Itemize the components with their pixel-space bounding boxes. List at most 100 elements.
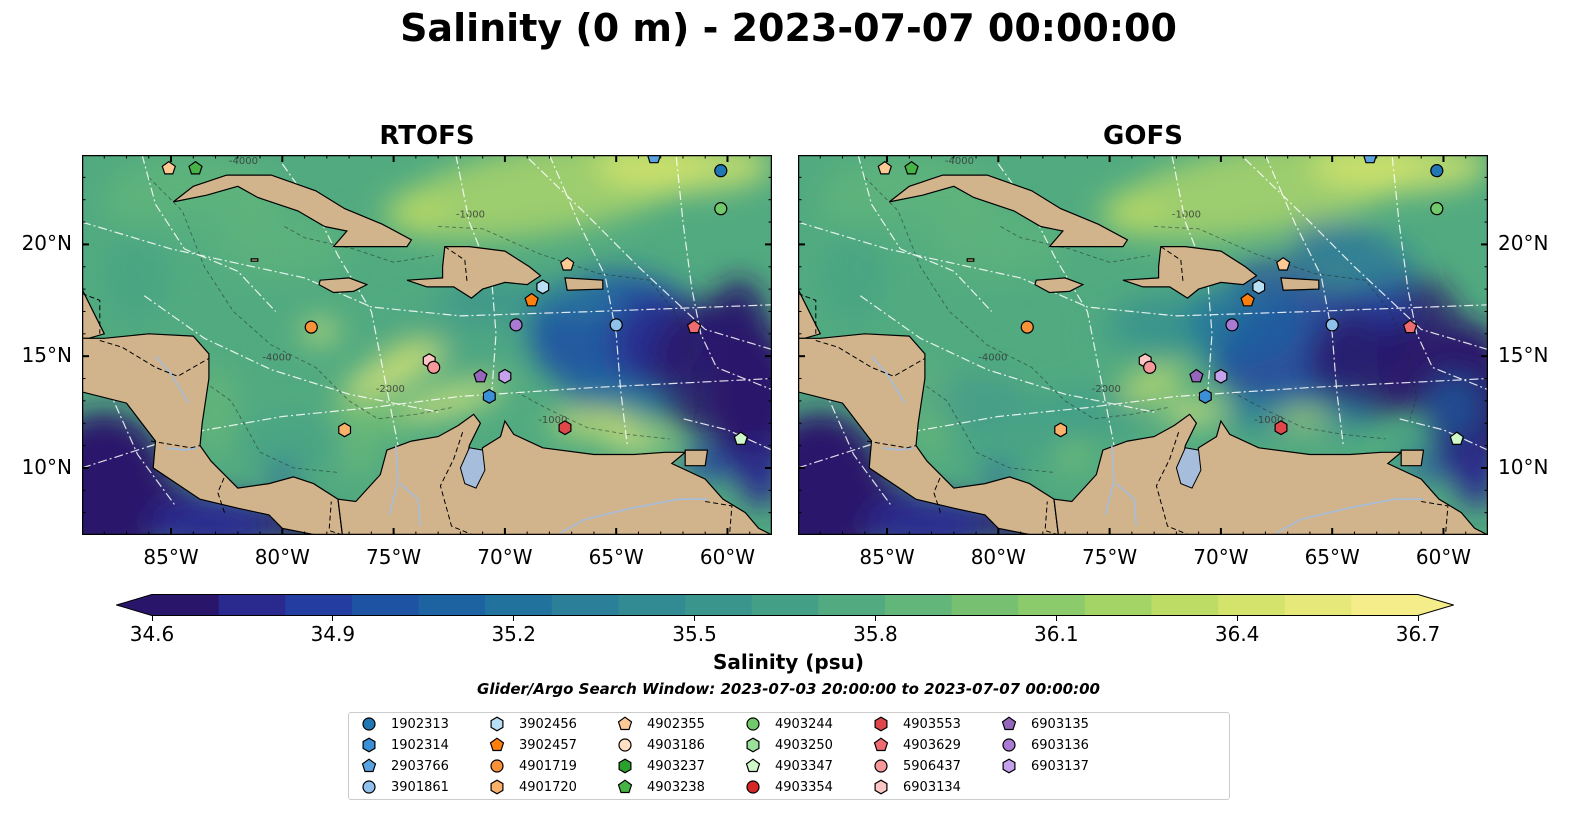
country-border — [439, 432, 475, 535]
bathymetry-contour — [515, 391, 670, 440]
lon-tick-label: 65°W — [1304, 545, 1360, 569]
float-marker-4903629 — [1402, 319, 1418, 334]
float-legend: 1902313 1902314 2903766 3901861 3902456 39024… — [348, 712, 1230, 800]
legend-marker — [490, 779, 504, 795]
legend-marker — [873, 737, 889, 752]
legend-marker — [1002, 758, 1016, 774]
white-track-line — [82, 377, 772, 469]
lon-tick-label: 80°W — [254, 545, 310, 569]
legend-label: 4903237 — [647, 758, 705, 774]
colorbar-tick-mark — [332, 616, 334, 621]
colorbar-tick-label: 35.2 — [491, 622, 536, 646]
colorbar-tick-mark — [874, 616, 876, 621]
legend-marker — [874, 779, 888, 795]
legend-entry-4901720: 4901720 — [489, 779, 577, 795]
float-marker-4902355 — [877, 160, 893, 175]
legend-entry-3902456: 3902456 — [489, 716, 577, 732]
lat-tick-label-left: 20°N — [21, 231, 72, 256]
circle-marker-icon — [746, 717, 760, 731]
lon-tick-label: 60°W — [1415, 545, 1472, 569]
colorbar-segment — [351, 594, 420, 616]
legend-label: 4902355 — [647, 716, 705, 732]
panel-title-rtofs: RTOFS — [379, 121, 475, 151]
lat-tick-label-right: 10°N — [1498, 454, 1549, 479]
float-marker-3902456 — [1252, 279, 1266, 295]
bathymetry-contour — [1154, 226, 1418, 419]
land-cuba — [888, 174, 1129, 248]
contour-label: -4000 — [262, 353, 291, 364]
circle-marker-icon — [362, 780, 376, 794]
legend-marker — [874, 716, 888, 732]
colorbar-segment — [818, 594, 886, 616]
float-marker-6903137 — [1214, 368, 1228, 384]
colorbar-segment — [1084, 594, 1153, 616]
lon-tick-label: 80°W — [970, 545, 1026, 569]
map-frame — [798, 155, 1488, 535]
white-track-line — [143, 295, 439, 413]
float-marker-4903347 — [733, 431, 749, 445]
colorbar-tick-mark — [1417, 616, 1419, 621]
float-marker-4903553 — [1274, 420, 1288, 436]
river — [882, 447, 914, 451]
bathymetry-contour — [909, 373, 1055, 473]
legend-label: 4903347 — [775, 758, 833, 774]
legend-entry-4903553: 4903553 — [873, 716, 961, 732]
legend-label: 6903137 — [1031, 758, 1089, 774]
legend-marker — [745, 758, 761, 773]
pentagon-marker-icon — [873, 737, 889, 752]
legend-marker — [362, 737, 376, 753]
float-marker-6903136 — [509, 318, 523, 332]
legend-label: 4903553 — [903, 716, 961, 732]
legend-entry-4903244: 4903244 — [745, 716, 833, 732]
contour-label: -2000 — [1092, 384, 1121, 395]
legend-label: 4903186 — [647, 737, 705, 753]
white-track-line — [1391, 157, 1488, 391]
land-jamaica — [318, 277, 369, 294]
legend-entry-3901861: 3901861 — [361, 779, 449, 795]
legend-label: 4901719 — [519, 758, 577, 774]
pentagon-marker-icon — [1001, 716, 1017, 731]
circle-marker-icon — [490, 759, 504, 773]
bathymetry-contour — [284, 226, 434, 263]
colorbar-tick-label: 34.6 — [129, 622, 175, 646]
pentagon-marker-icon — [361, 758, 377, 773]
colorbar-segment — [951, 594, 1019, 616]
colorbar-tick-label: 36.4 — [1214, 622, 1260, 646]
float-marker-4903347 — [1449, 431, 1465, 445]
legend-marker — [362, 780, 376, 794]
land-cuba — [172, 174, 413, 248]
legend-entry-2903766: 2903766 — [361, 758, 449, 774]
land-southam — [337, 413, 772, 535]
land-mexico — [798, 155, 822, 339]
land-mexico — [82, 155, 106, 339]
country-border — [1421, 501, 1449, 533]
legend-label: 4901720 — [519, 779, 577, 795]
lake-maracaibo — [1175, 447, 1202, 489]
legend-marker — [490, 716, 504, 732]
legend-entry-4903250: 4903250 — [745, 737, 833, 753]
legend-entry-1902313: 1902313 — [361, 716, 449, 732]
legend-label: 1902313 — [391, 716, 449, 732]
white-track-line — [857, 155, 993, 312]
river — [560, 498, 708, 534]
country-border — [99, 340, 210, 377]
legend-label: 2903766 — [391, 758, 449, 774]
float-marker-4903244 — [714, 202, 728, 216]
bathymetry-contour — [193, 373, 339, 473]
colorbar-tick-label: 35.8 — [853, 622, 898, 646]
float-marker-2903766 — [1362, 155, 1378, 164]
bathymetry-contour — [1231, 391, 1386, 440]
country-border — [444, 246, 468, 283]
float-marker-6903135 — [1189, 368, 1204, 383]
colorbar-segment — [1351, 594, 1419, 616]
land-caymans — [250, 258, 259, 262]
land-central — [798, 333, 1060, 535]
land-caymans — [966, 258, 975, 262]
bathymetry-contour — [1000, 226, 1150, 263]
colorbar-tick-mark — [1236, 616, 1238, 621]
lat-tick-label-right: 20°N — [1498, 231, 1549, 256]
land-puertorico — [1280, 277, 1320, 291]
hexagon-marker-icon — [746, 737, 760, 753]
colorbar-tick-mark — [1055, 616, 1057, 621]
colorbar-tick-label: 36.7 — [1395, 622, 1441, 646]
